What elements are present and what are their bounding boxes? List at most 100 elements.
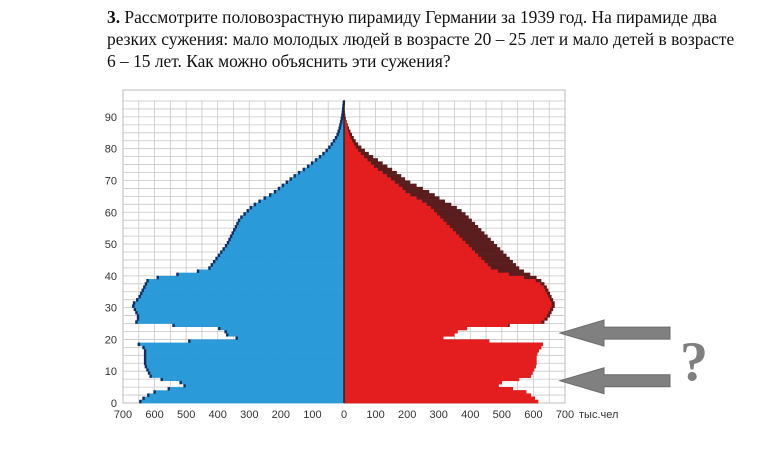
female-bar (344, 190, 406, 194)
female-bar (344, 307, 551, 312)
male-bar (211, 263, 344, 267)
female-bar (344, 129, 349, 134)
female-bar (344, 259, 485, 264)
female-bar (344, 126, 348, 130)
male-bar-edge (289, 177, 292, 181)
female-bar (344, 180, 395, 184)
male-bar (299, 170, 344, 175)
male-bar-edge (172, 323, 175, 328)
male-bar-edge (224, 244, 228, 248)
male-bar-edge (310, 161, 314, 165)
female-bar (344, 145, 356, 149)
female-bar (344, 298, 551, 302)
female-bar (344, 155, 365, 159)
female-bar (344, 247, 472, 251)
male-bar (274, 190, 344, 194)
female-bar (344, 139, 353, 143)
male-bar (237, 221, 344, 226)
female-bar (344, 313, 547, 318)
chart-axes: 0 10 20 30 40 50 60 70 80 90 700 600 500 400 300 200 100… (105, 112, 619, 421)
male-bar-edge (338, 126, 341, 130)
male-bar-edge (339, 123, 342, 127)
x-tick-label: 200 (398, 409, 416, 421)
male-bar (254, 202, 344, 207)
male-bar-edge (302, 167, 305, 172)
female-bar (344, 329, 458, 334)
female-bar (344, 374, 532, 378)
x-unit-label: тыс.чел (579, 409, 618, 421)
female-bar (344, 294, 549, 299)
male-bar-edge (220, 250, 223, 254)
female-bar (344, 285, 544, 289)
male-bar-edge (215, 256, 218, 261)
chart-bars (132, 100, 555, 404)
male-bar (223, 247, 344, 251)
male-bar-edge (226, 240, 230, 245)
male-bar (197, 269, 344, 273)
female-bar (344, 205, 431, 210)
x-tick-label: 400 (461, 409, 479, 421)
male-bar-edge (277, 186, 281, 191)
female-bar (344, 291, 547, 296)
male-bar (140, 399, 344, 404)
male-bar (341, 120, 344, 124)
male-bar (161, 377, 344, 382)
female-bar (344, 177, 391, 181)
female-bar (344, 224, 450, 229)
male-bar (319, 155, 344, 159)
male-bar-edge (234, 224, 238, 229)
male-bar-edge (146, 279, 149, 283)
male-bar-edge (236, 221, 239, 226)
female-bar (344, 253, 479, 258)
male-bar-edge (136, 317, 140, 321)
male-bar-edge (269, 193, 272, 197)
male-bar-edge (253, 202, 257, 207)
male-bar (209, 266, 344, 270)
male-bar-edge (225, 333, 229, 337)
male-bar (147, 279, 344, 283)
female-bar (344, 399, 539, 404)
female-bar (344, 148, 359, 153)
male-bar-edge (235, 336, 238, 340)
female-bar (344, 301, 552, 305)
male-bar-edge (212, 259, 216, 264)
female-bar (344, 202, 427, 207)
pointer-arrow (558, 319, 671, 347)
male-bar-edge (139, 291, 143, 296)
female-bar (344, 336, 444, 340)
female-bar (344, 393, 532, 397)
male-bar-edge (176, 272, 179, 277)
male-bar (218, 253, 344, 258)
female-bar (344, 342, 543, 347)
female-bar (344, 193, 411, 197)
female-bar (344, 339, 490, 343)
male-bar (235, 224, 344, 229)
male-bar-edge (153, 390, 156, 394)
male-bar (148, 393, 344, 397)
female-bar (344, 218, 444, 223)
male-bar (308, 164, 344, 169)
female-bar (344, 167, 378, 172)
female-bar (344, 269, 498, 273)
y-tick-label: 50 (105, 239, 117, 251)
y-tick-label: 70 (105, 175, 117, 187)
male-bar-edge (233, 228, 236, 232)
male-bar (290, 177, 344, 181)
male-bar-edge (188, 339, 191, 343)
female-bar (344, 383, 499, 388)
male-bar (145, 364, 344, 369)
female-bar (344, 228, 453, 232)
pointer-arrow (558, 367, 671, 395)
female-bar (344, 161, 371, 165)
male-bar (157, 275, 344, 280)
female-bar (344, 215, 441, 219)
female-bar (344, 368, 535, 372)
male-bar (333, 139, 344, 143)
male-bar-edge (208, 266, 211, 270)
female-bar (344, 263, 488, 267)
male-bar (137, 298, 344, 302)
male-bar-edge (133, 307, 137, 312)
male-bar-edge (144, 282, 148, 286)
male-bar (154, 390, 344, 394)
male-bar-edge (144, 364, 148, 369)
